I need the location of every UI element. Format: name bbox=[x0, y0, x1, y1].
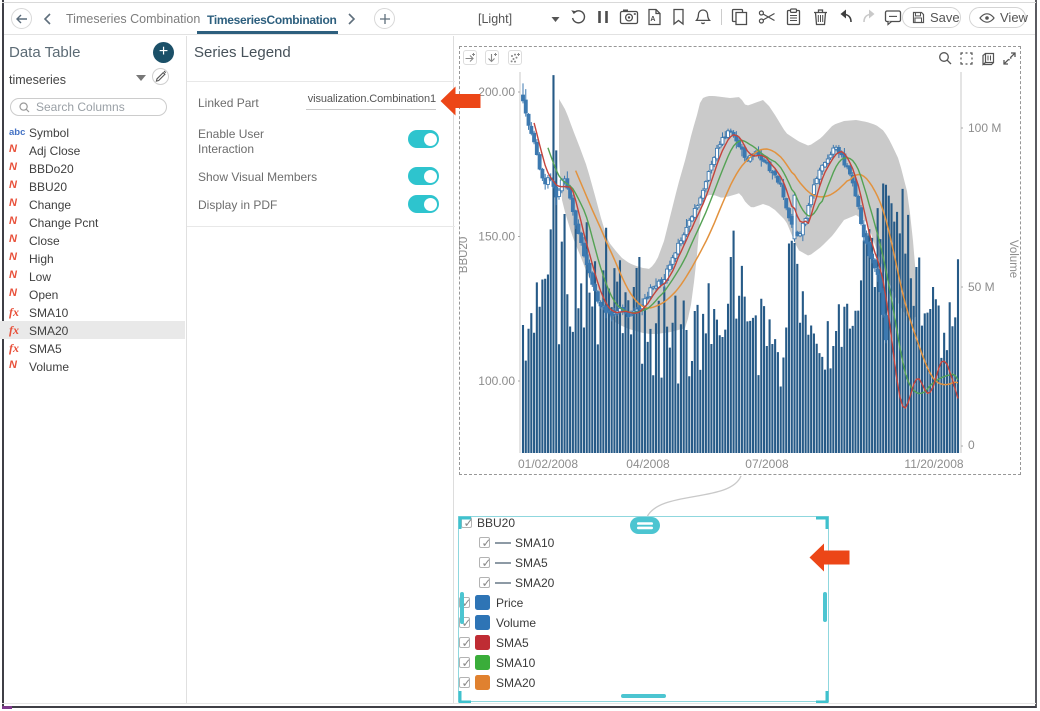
svg-text:01/02/2008: 01/02/2008 bbox=[518, 457, 578, 471]
svg-text:100 M: 100 M bbox=[968, 121, 1001, 135]
svg-text:150.00: 150.00 bbox=[478, 230, 515, 244]
svg-text:Volume: Volume bbox=[1007, 240, 1019, 278]
svg-text:100.00: 100.00 bbox=[478, 374, 515, 388]
svg-text:11/20/2008: 11/20/2008 bbox=[904, 457, 963, 471]
svg-text:A: A bbox=[650, 16, 655, 23]
svg-text:0: 0 bbox=[968, 438, 975, 452]
svg-text:04/2008: 04/2008 bbox=[626, 457, 670, 471]
svg-text:50 M: 50 M bbox=[968, 280, 995, 294]
svg-text:07/2008: 07/2008 bbox=[745, 457, 789, 471]
svg-text:BBU20: BBU20 bbox=[459, 237, 470, 273]
svg-text:200.00: 200.00 bbox=[478, 85, 515, 99]
